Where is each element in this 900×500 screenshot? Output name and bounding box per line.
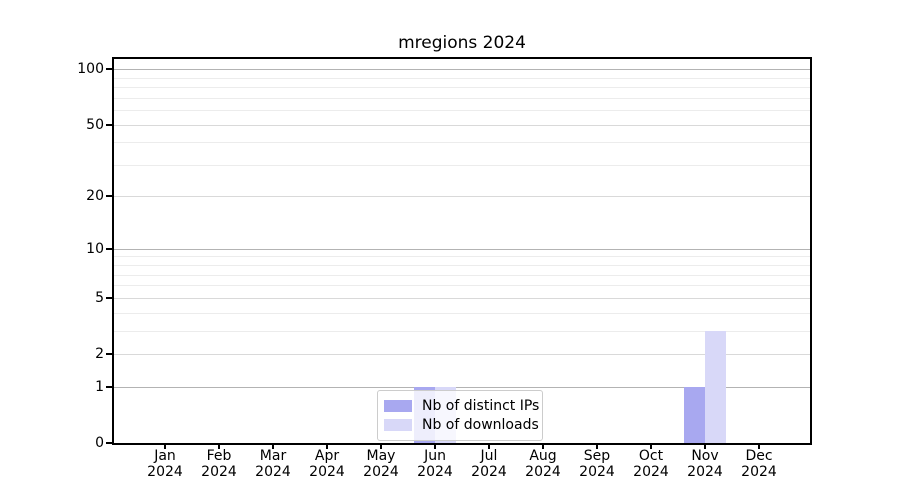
x-tick-mark-feb (218, 445, 220, 449)
y-tick-mark-0 (106, 442, 112, 444)
gridline-20 (114, 196, 810, 197)
y-tick-mark-10 (106, 248, 112, 250)
y-tick-mark-100 (106, 68, 112, 70)
y-tick-mark-2 (106, 353, 112, 355)
x-tick-mark-jan (164, 445, 166, 449)
legend-label-distinct-ips: Nb of distinct IPs (422, 397, 540, 414)
x-tick-year: 2024 (363, 464, 399, 480)
x-tick-label-jun: Jun 2024 (407, 448, 463, 480)
x-tick-month: Jan (154, 448, 176, 464)
gridline-80 (114, 87, 810, 88)
x-tick-month: Feb (206, 448, 232, 464)
chart-title: mregions 2024 (398, 33, 526, 53)
x-tick-label-jul: Jul 2024 (461, 448, 517, 480)
legend-label-downloads: Nb of downloads (422, 416, 539, 433)
x-tick-year: 2024 (255, 464, 291, 480)
y-tick-label-5: 5 (95, 290, 104, 306)
x-tick-month: Oct (638, 448, 664, 464)
x-tick-mark-jun (434, 445, 436, 449)
x-tick-month: Apr (314, 448, 340, 464)
x-tick-label-may: May 2024 (353, 448, 409, 480)
gridline-40 (114, 142, 810, 143)
x-tick-year: 2024 (741, 464, 777, 480)
gridline-10 (114, 249, 810, 250)
y-tick-mark-1 (106, 386, 112, 388)
gridline-70 (114, 98, 810, 99)
x-tick-month: May (366, 448, 396, 464)
legend-swatch-downloads (384, 418, 412, 431)
y-tick-label-2: 2 (95, 346, 104, 362)
gridline-90 (114, 78, 810, 79)
gridline-6 (114, 285, 810, 286)
gridline-60 (114, 110, 810, 111)
x-tick-month: Sep (583, 448, 611, 464)
x-tick-month: Aug (529, 448, 557, 464)
x-tick-label-feb: Feb 2024 (191, 448, 247, 480)
legend-item-distinct-ips: Nb of distinct IPs (384, 396, 539, 415)
y-tick-label-20: 20 (86, 188, 104, 204)
y-tick-mark-20 (106, 195, 112, 197)
x-tick-month: Jul (480, 448, 498, 464)
legend-item-downloads: Nb of downloads (384, 415, 539, 434)
x-tick-year: 2024 (471, 464, 507, 480)
y-tick-label-10: 10 (86, 241, 104, 257)
gridline-3 (114, 331, 810, 332)
gridline-8 (114, 265, 810, 266)
x-tick-mark-sep (596, 445, 598, 449)
x-tick-year: 2024 (579, 464, 615, 480)
x-tick-label-aug: Aug 2024 (515, 448, 571, 480)
gridline-50 (114, 125, 810, 126)
gridline-4 (114, 313, 810, 314)
gridline-2 (114, 354, 810, 355)
x-tick-label-dec: Dec 2024 (731, 448, 787, 480)
x-tick-mark-dec (758, 445, 760, 449)
x-tick-month: Nov (691, 448, 719, 464)
x-tick-month: Dec (745, 448, 773, 464)
legend-swatch-distinct-ips (384, 399, 412, 412)
x-tick-year: 2024 (525, 464, 561, 480)
x-tick-mark-aug (542, 445, 544, 449)
y-tick-mark-50 (106, 124, 112, 126)
gridline-5 (114, 298, 810, 299)
x-tick-month: Mar (259, 448, 287, 464)
x-tick-mark-oct (650, 445, 652, 449)
x-tick-label-sep: Sep 2024 (569, 448, 625, 480)
y-tick-label-1: 1 (95, 379, 104, 395)
gridline-30 (114, 165, 810, 166)
y-tick-label-50: 50 (86, 117, 104, 133)
bar-downloads-nov (705, 331, 726, 443)
y-tick-label-0: 0 (95, 435, 104, 451)
x-tick-mark-apr (326, 445, 328, 449)
x-tick-year: 2024 (201, 464, 237, 480)
x-tick-label-mar: Mar 2024 (245, 448, 301, 480)
legend: Nb of distinct IPs Nb of downloads (377, 390, 543, 441)
x-tick-mark-jul (488, 445, 490, 449)
x-tick-mark-mar (272, 445, 274, 449)
x-tick-mark-may (380, 445, 382, 449)
x-tick-mark-nov (704, 445, 706, 449)
gridline-100 (114, 69, 810, 70)
x-tick-year: 2024 (687, 464, 723, 480)
gridline-7 (114, 275, 810, 276)
x-tick-label-oct: Oct 2024 (623, 448, 679, 480)
x-tick-label-jan: Jan 2024 (137, 448, 193, 480)
x-tick-year: 2024 (633, 464, 669, 480)
gridline-9 (114, 256, 810, 257)
x-tick-year: 2024 (147, 464, 183, 480)
x-tick-month: Jun (424, 448, 446, 464)
x-tick-year: 2024 (309, 464, 345, 480)
bar-distinct-ips-nov (684, 387, 705, 443)
gridline-1 (114, 387, 810, 388)
x-tick-label-nov: Nov 2024 (677, 448, 733, 480)
y-tick-mark-5 (106, 297, 112, 299)
x-tick-year: 2024 (417, 464, 453, 480)
y-tick-label-100: 100 (77, 61, 104, 77)
x-tick-label-apr: Apr 2024 (299, 448, 355, 480)
plot-area (112, 57, 812, 445)
